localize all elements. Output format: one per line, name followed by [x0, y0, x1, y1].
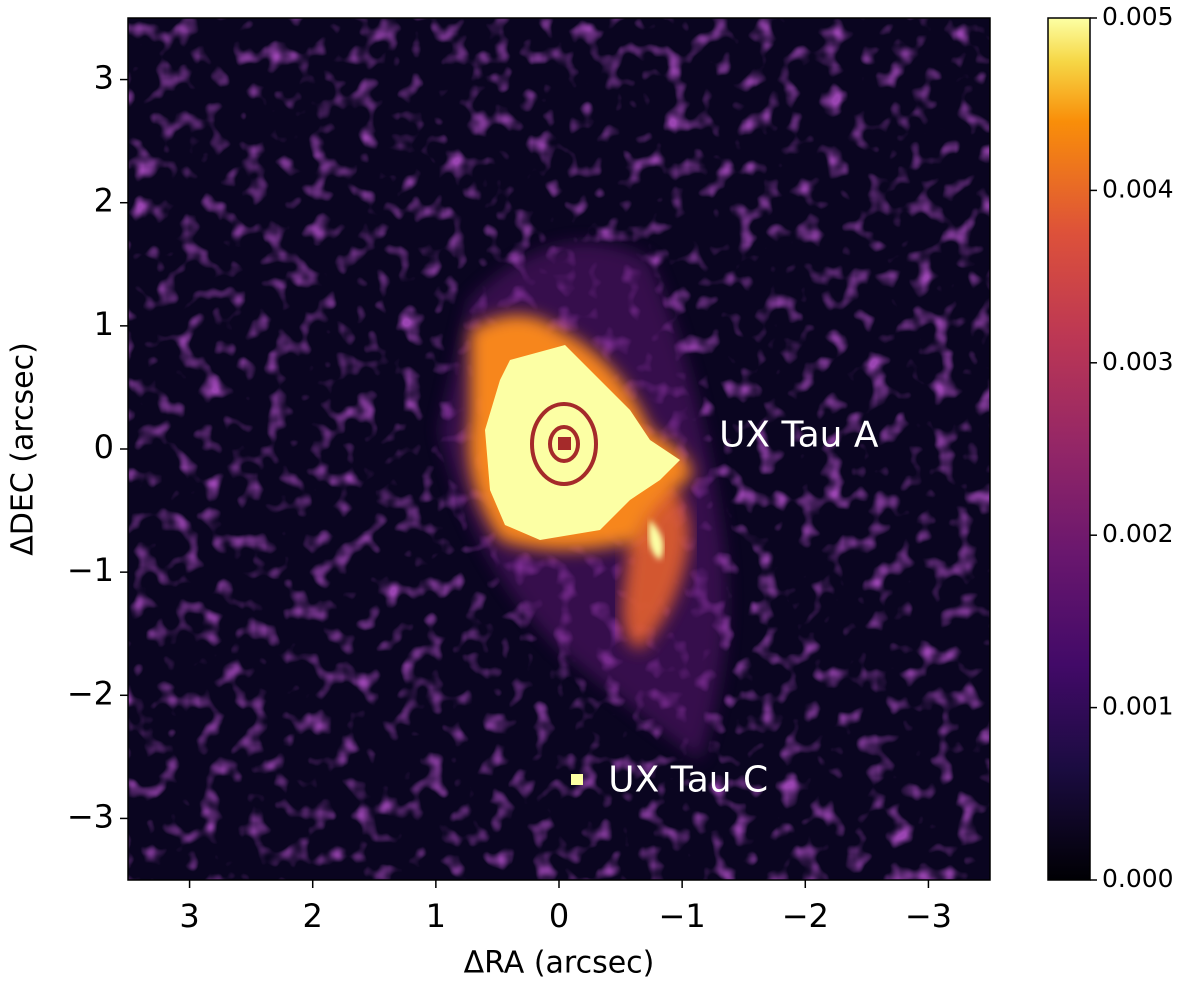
contour — [548, 425, 580, 463]
x-tick-label: 0 — [549, 897, 569, 935]
x-axis-label: ΔRA (arcsec) — [464, 946, 655, 981]
y-axis-label: ΔDEC (arcsec) — [6, 342, 41, 556]
colorbar-tick-label: 0.000 — [1102, 864, 1174, 893]
disk-core — [485, 345, 680, 540]
colorbar-tick-label: 0.003 — [1102, 347, 1174, 376]
colorbar-tick-label: 0.005 — [1102, 2, 1174, 31]
annotation: UX Tau A — [719, 415, 879, 456]
y-tick-label: 0 — [94, 428, 114, 466]
colorbar-tick-label: 0.002 — [1102, 519, 1174, 548]
y-tick-label: −3 — [67, 797, 114, 835]
contour — [530, 402, 598, 486]
colorbar-tick-label: 0.004 — [1102, 174, 1174, 203]
arm-knot — [648, 520, 664, 560]
annotation: UX Tau C — [608, 759, 768, 800]
image — [128, 18, 990, 880]
x-tick-label: −3 — [905, 897, 952, 935]
x-tick-label: 2 — [303, 897, 323, 935]
y-tick-label: 2 — [94, 182, 114, 220]
colorbar-tick-label: 0.001 — [1102, 692, 1174, 721]
x-tick-label: −2 — [782, 897, 829, 935]
source-marker — [571, 774, 583, 785]
contour-peak — [558, 437, 571, 450]
colorbar — [1047, 17, 1091, 881]
x-tick-label: 1 — [426, 897, 446, 935]
y-tick-label: 1 — [94, 305, 114, 343]
y-tick-label: 3 — [94, 59, 114, 97]
y-tick-label: −2 — [67, 674, 114, 712]
x-tick-label: −1 — [659, 897, 706, 935]
x-tick-label: 3 — [179, 897, 199, 935]
y-tick-label: −1 — [67, 551, 114, 589]
